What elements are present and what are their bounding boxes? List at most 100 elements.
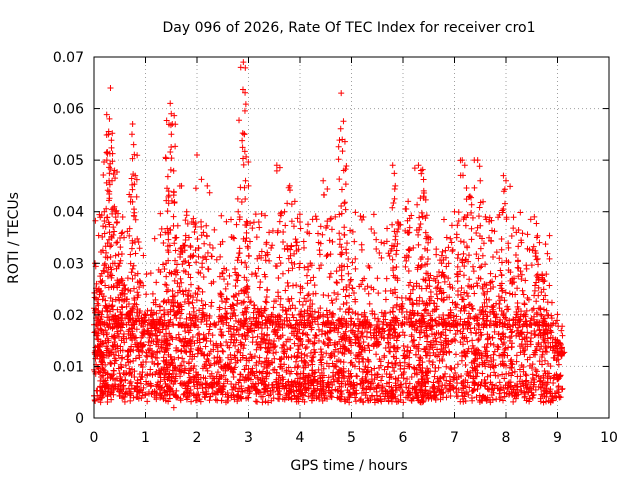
data-point [121,234,128,241]
data-point [533,372,540,379]
data-point [349,259,356,266]
data-point [177,275,184,282]
data-point [257,376,264,383]
data-point [163,155,170,162]
data-point [329,238,336,245]
data-point [317,346,324,353]
data-point [454,287,461,294]
data-point [310,274,317,281]
data-point [305,393,312,400]
data-point [129,121,136,128]
data-point [180,391,187,398]
data-point [507,183,514,190]
data-point [248,383,255,390]
data-point [446,373,453,380]
data-point [352,255,359,262]
data-point [475,213,482,220]
data-point [408,333,415,340]
data-point [179,261,186,268]
data-point [344,263,351,270]
data-point [324,251,331,258]
data-point [405,198,412,205]
data-point [418,381,425,388]
data-point [550,379,557,386]
data-point [325,374,332,381]
data-point [454,361,461,368]
data-point [487,372,494,379]
data-point [288,242,295,249]
data-point [559,385,566,392]
data-point [531,292,538,299]
data-point [284,200,291,207]
data-point [533,220,540,227]
data-point [487,340,494,347]
data-point [530,383,537,390]
data-point [527,341,534,348]
data-point [544,299,551,306]
data-point [251,302,258,309]
data-point [424,392,431,399]
data-point [295,336,302,343]
data-point [158,341,165,348]
data-point [206,397,213,404]
data-point [458,372,465,379]
data-point [100,223,107,230]
data-point [317,223,324,230]
data-point [473,230,480,237]
data-point [279,380,286,387]
data-point [555,361,562,368]
data-point [300,330,307,337]
data-point [554,311,561,318]
data-point [204,182,211,189]
data-point [111,228,118,235]
data-point [154,355,161,362]
data-point [509,361,516,368]
data-point [524,343,531,350]
data-point [462,353,469,360]
data-point [503,177,509,184]
data-point [199,264,206,271]
data-point [206,189,213,196]
data-point [343,299,350,306]
data-point [499,397,506,404]
data-point [284,279,291,286]
data-point [501,200,508,207]
data-point [205,265,212,272]
data-point [255,219,262,226]
data-point [453,231,460,238]
data-point [180,258,187,265]
data-point [308,357,315,364]
data-point [208,303,215,310]
data-point [359,368,366,375]
data-point [400,342,407,349]
data-point [483,353,490,360]
data-point [462,361,469,368]
data-point [325,380,332,387]
data-point [240,345,247,352]
y-tick-label: 0.06 [53,102,84,118]
data-point [506,290,513,297]
data-point [473,394,480,401]
data-point [132,355,139,362]
data-point [109,302,116,309]
data-point [468,236,475,243]
data-point [315,366,322,373]
data-point [242,196,249,203]
data-point [181,299,188,306]
data-point [320,313,327,320]
data-point [128,382,135,389]
data-point [477,177,484,184]
data-point [236,377,243,384]
data-point [455,209,462,216]
data-point [313,332,320,339]
data-point [542,241,549,248]
data-point [534,368,541,375]
data-point [486,296,493,303]
data-point [253,368,260,375]
data-point [521,301,528,308]
data-point [179,355,186,362]
data-point [557,394,564,401]
data-point [459,334,466,341]
data-point [272,349,279,356]
data-point [530,243,537,250]
